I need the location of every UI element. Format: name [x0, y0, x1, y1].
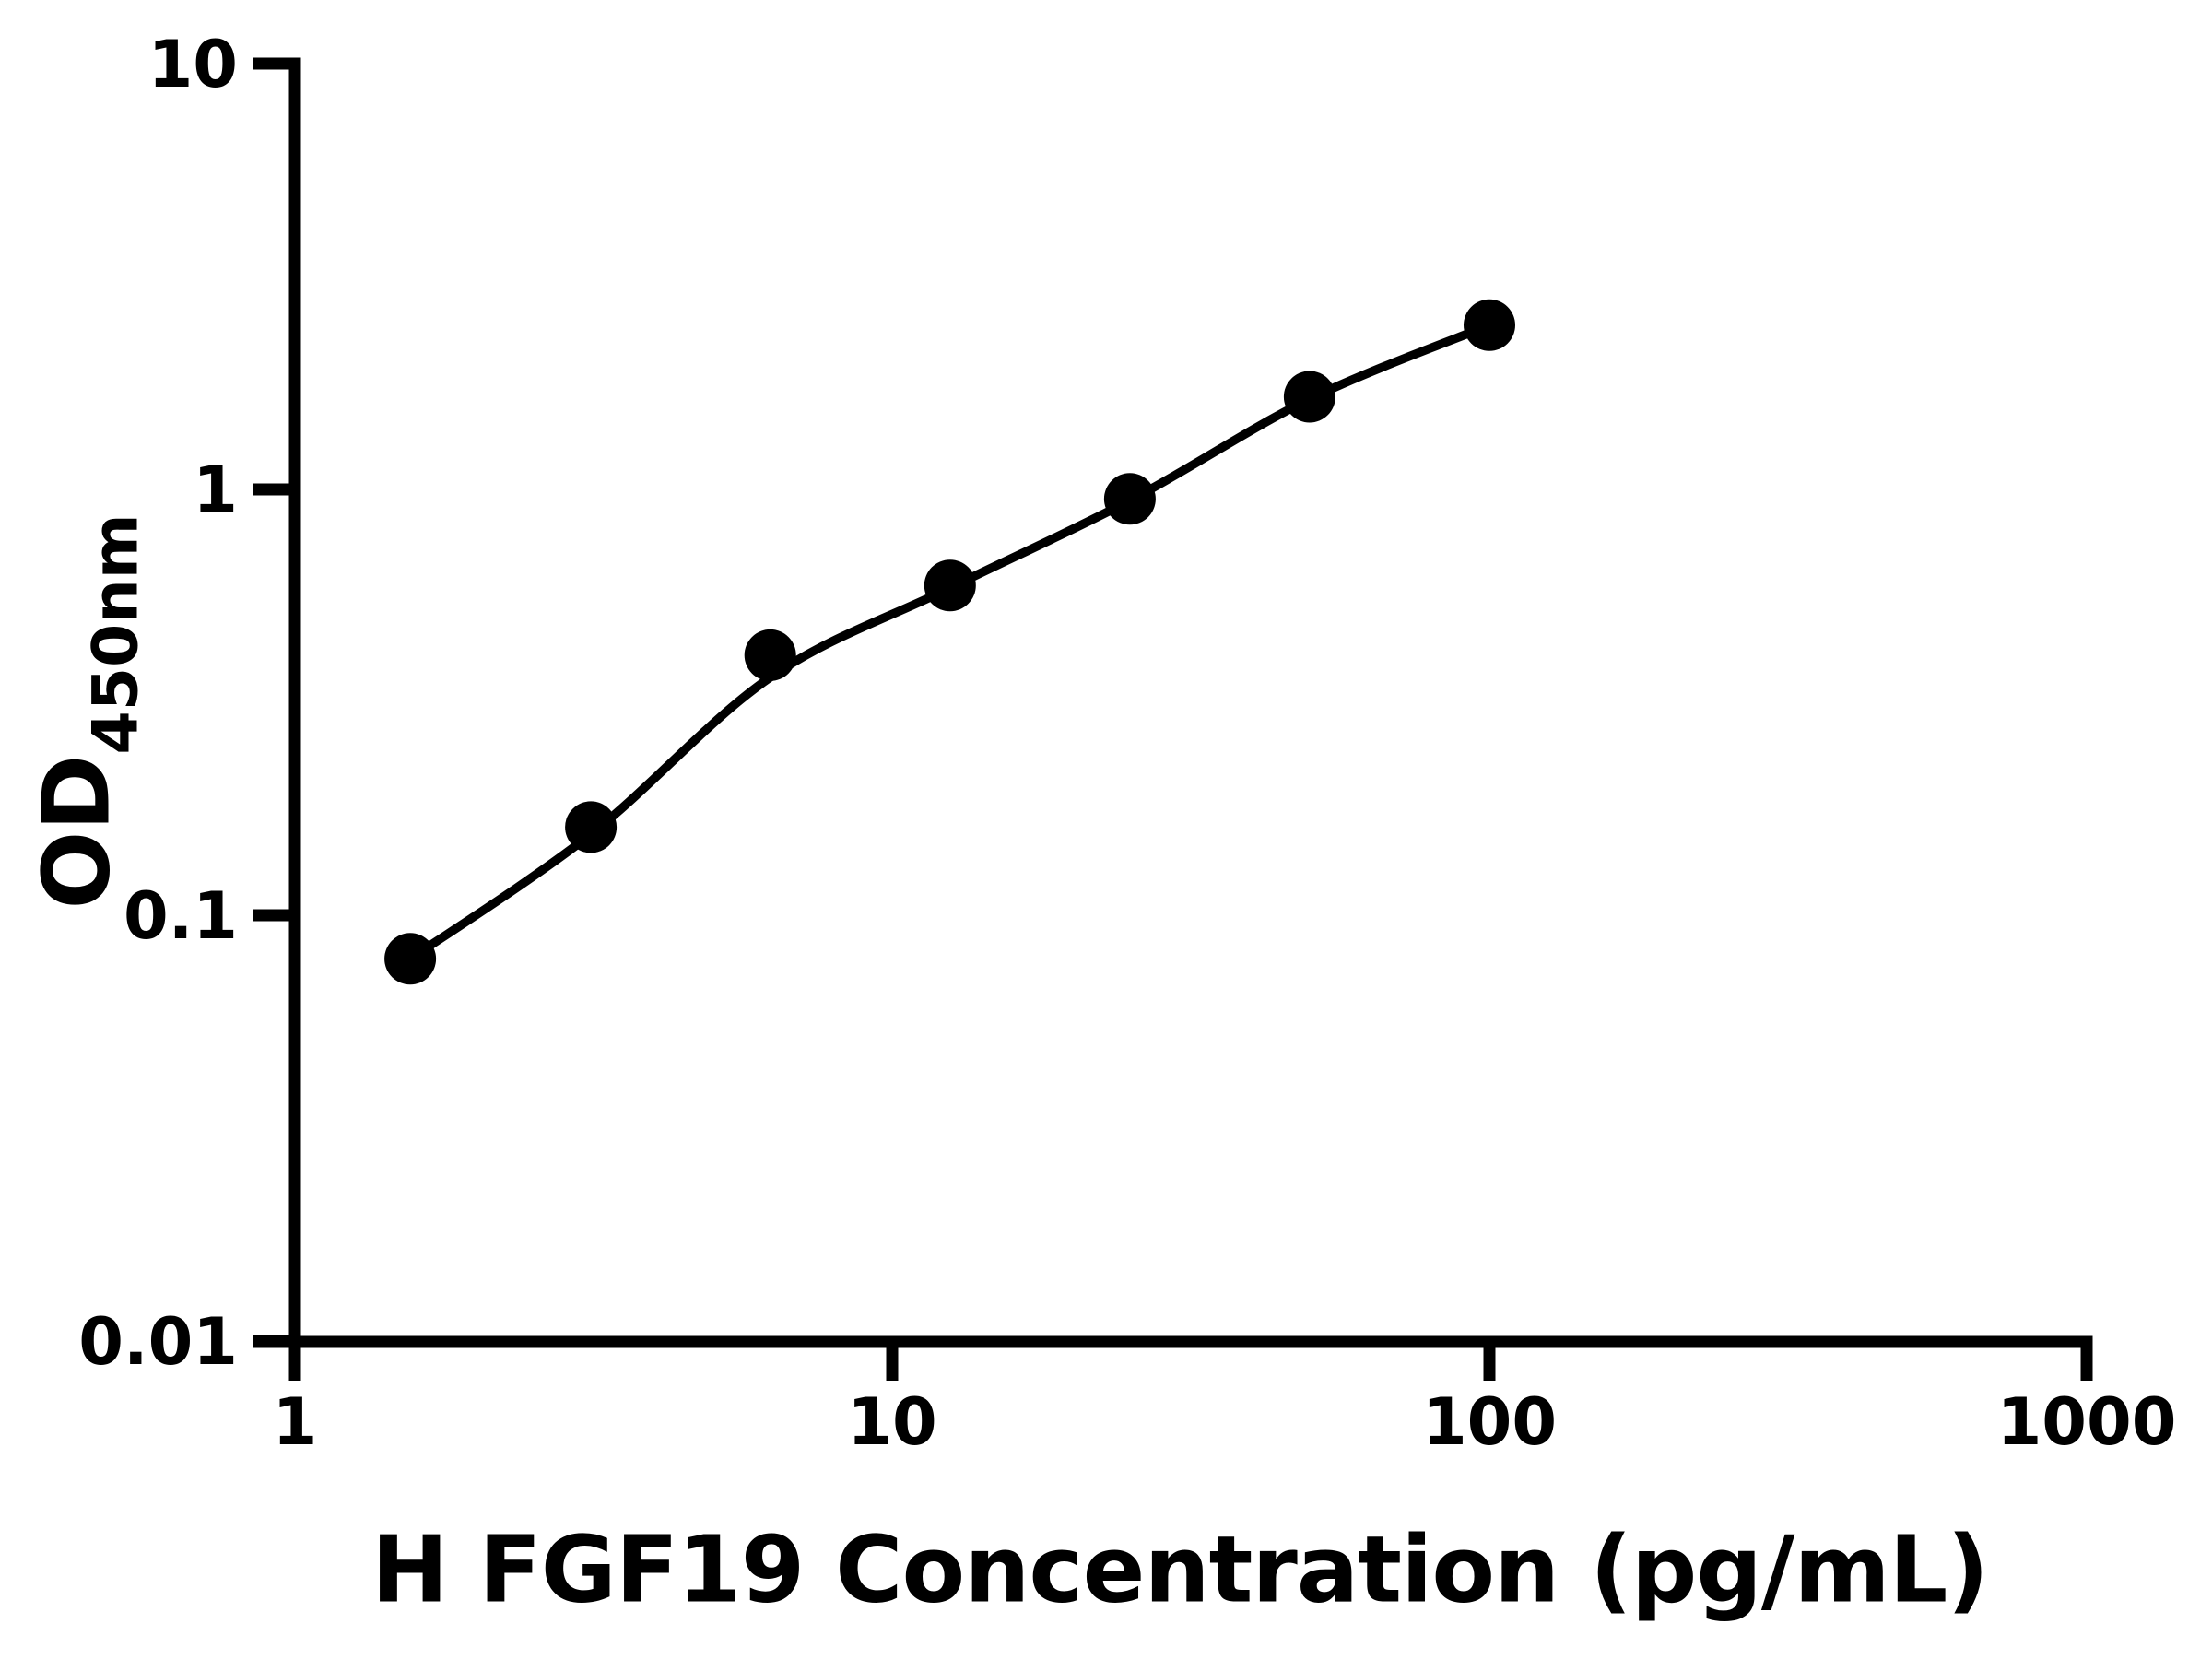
data-point	[1283, 371, 1335, 423]
data-point	[384, 933, 437, 985]
y-axis-title-main: OD	[22, 754, 131, 910]
y-axis-title-subscript: 450nm	[79, 513, 153, 755]
data-point	[744, 629, 796, 681]
x-tick-label: 1000	[1997, 1384, 2177, 1460]
x-tick-label: 100	[1422, 1384, 1557, 1460]
y-tick-label: 0.01	[78, 1304, 238, 1380]
x-axis-title: H FGF19 Concentration (pg/mL)	[371, 1515, 1989, 1624]
y-tick-label: 10	[148, 27, 238, 102]
data-point	[1103, 473, 1156, 525]
y-tick-label: 0.1	[124, 878, 238, 954]
y-axis-title: OD450nm	[23, 513, 153, 909]
x-tick-label: 1	[273, 1384, 318, 1460]
data-point	[1464, 299, 1515, 351]
data-point	[565, 801, 618, 853]
fit-curve	[407, 321, 1491, 963]
y-tick-label: 1	[193, 453, 238, 528]
x-tick-label: 10	[847, 1384, 936, 1460]
data-point	[924, 559, 976, 612]
